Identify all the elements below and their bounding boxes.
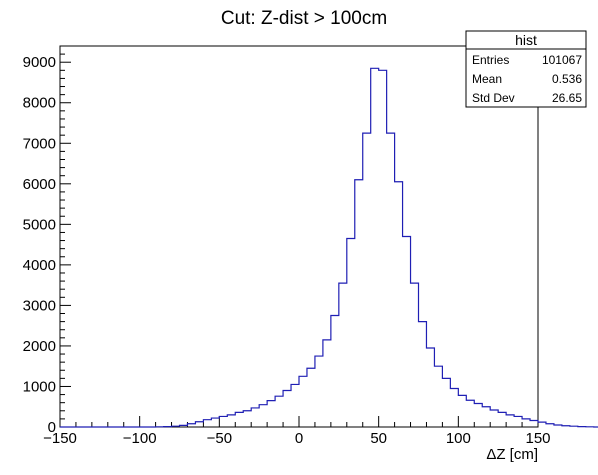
histogram-bin	[482, 407, 490, 427]
histogram-bin	[267, 401, 275, 427]
histogram-bin	[371, 68, 379, 427]
y-tick-label: 7000	[23, 135, 56, 152]
histogram-bin	[387, 133, 395, 427]
histogram-bin	[219, 416, 227, 427]
histogram-bin	[474, 403, 482, 427]
x-axis-label: ΔZ [cm]	[486, 446, 538, 463]
histogram-bin	[331, 316, 339, 427]
y-tick-label: 4000	[23, 257, 56, 274]
stats-entries-value: 101067	[542, 53, 582, 67]
histogram-bin	[466, 400, 474, 427]
histogram-bin	[450, 388, 458, 427]
histogram-bin	[538, 422, 546, 427]
chart-title: Cut: Z-dist > 100cm	[221, 8, 387, 29]
histogram-bin	[514, 416, 522, 427]
x-tick-label: 100	[446, 430, 471, 447]
x-tick-label: −150	[43, 430, 77, 447]
histogram-bin	[299, 376, 307, 427]
y-tick-label: 1000	[23, 378, 56, 395]
y-tick-label: 0	[48, 419, 56, 436]
stats-title: hist	[515, 32, 537, 48]
histogram-bin	[570, 426, 578, 427]
histogram-bin	[506, 415, 514, 427]
x-axis: −150 −100 −50 0 50 100 150	[43, 416, 551, 447]
y-tick-label: 9000	[23, 54, 56, 71]
stats-box-frame	[465, 30, 587, 108]
histogram-bin	[315, 356, 323, 427]
x-tick-label: −100	[123, 430, 157, 447]
histogram-bin	[227, 415, 235, 427]
histogram-bin	[187, 424, 195, 427]
histogram-bin	[339, 283, 347, 427]
histogram-bin	[355, 180, 363, 427]
y-axis: 0 1000 2000 3000 4000 5000 6000 7000 8000 9000	[23, 45, 71, 436]
histogram-bin	[554, 425, 562, 427]
y-tick-label: 2000	[23, 338, 56, 355]
x-tick-label: 150	[525, 430, 550, 447]
histogram-bin	[251, 408, 259, 427]
histogram-bin	[426, 348, 434, 427]
y-tick-label: 8000	[23, 95, 56, 112]
histogram-bin	[243, 411, 251, 427]
histogram-bin	[307, 368, 315, 427]
histogram-bin	[283, 391, 291, 427]
stats-mean-label: Mean	[472, 72, 502, 86]
stats-stddev-value: 26.65	[552, 91, 582, 105]
histogram-bin	[235, 412, 243, 427]
histogram-bin	[411, 283, 419, 427]
histogram-bin	[172, 426, 180, 427]
histogram-bin	[458, 395, 466, 427]
histogram-bin	[419, 322, 427, 427]
histogram-bin	[442, 378, 450, 427]
histogram-series	[60, 67, 598, 428]
histogram-bin	[403, 237, 411, 428]
histogram-bin	[259, 405, 267, 427]
x-tick-label: 0	[295, 430, 303, 447]
histogram-bin	[530, 421, 538, 427]
histogram-bin	[490, 410, 498, 427]
y-tick-label: 5000	[23, 216, 56, 233]
histogram-bin	[195, 422, 203, 427]
histogram-bin	[434, 366, 442, 427]
histogram-bin	[522, 419, 530, 427]
histogram-bin	[180, 425, 188, 427]
x-tick-label: −50	[207, 430, 232, 447]
stats-entries-label: Entries	[472, 53, 509, 67]
stats-box: hist Entries 101067 Mean 0.536 Std Dev 2…	[465, 30, 587, 108]
x-tick-label: 50	[370, 430, 387, 447]
stats-mean-value: 0.536	[552, 72, 582, 86]
histogram-bin	[379, 70, 387, 427]
histogram-line	[60, 67, 598, 428]
histogram-bin	[291, 384, 299, 427]
stats-stddev-label: Std Dev	[472, 91, 515, 105]
y-tick-label: 3000	[23, 297, 56, 314]
histogram-bin	[203, 420, 211, 427]
histogram-bin	[347, 239, 355, 427]
histogram-bin	[395, 182, 403, 427]
histogram-bin	[562, 426, 570, 427]
histogram-bin	[275, 396, 283, 427]
histogram-bin	[546, 424, 554, 427]
histogram-bin	[363, 133, 371, 427]
histogram-bin	[498, 412, 506, 427]
histogram-bin	[211, 418, 219, 427]
y-tick-label: 6000	[23, 176, 56, 193]
histogram-bin	[323, 340, 331, 427]
